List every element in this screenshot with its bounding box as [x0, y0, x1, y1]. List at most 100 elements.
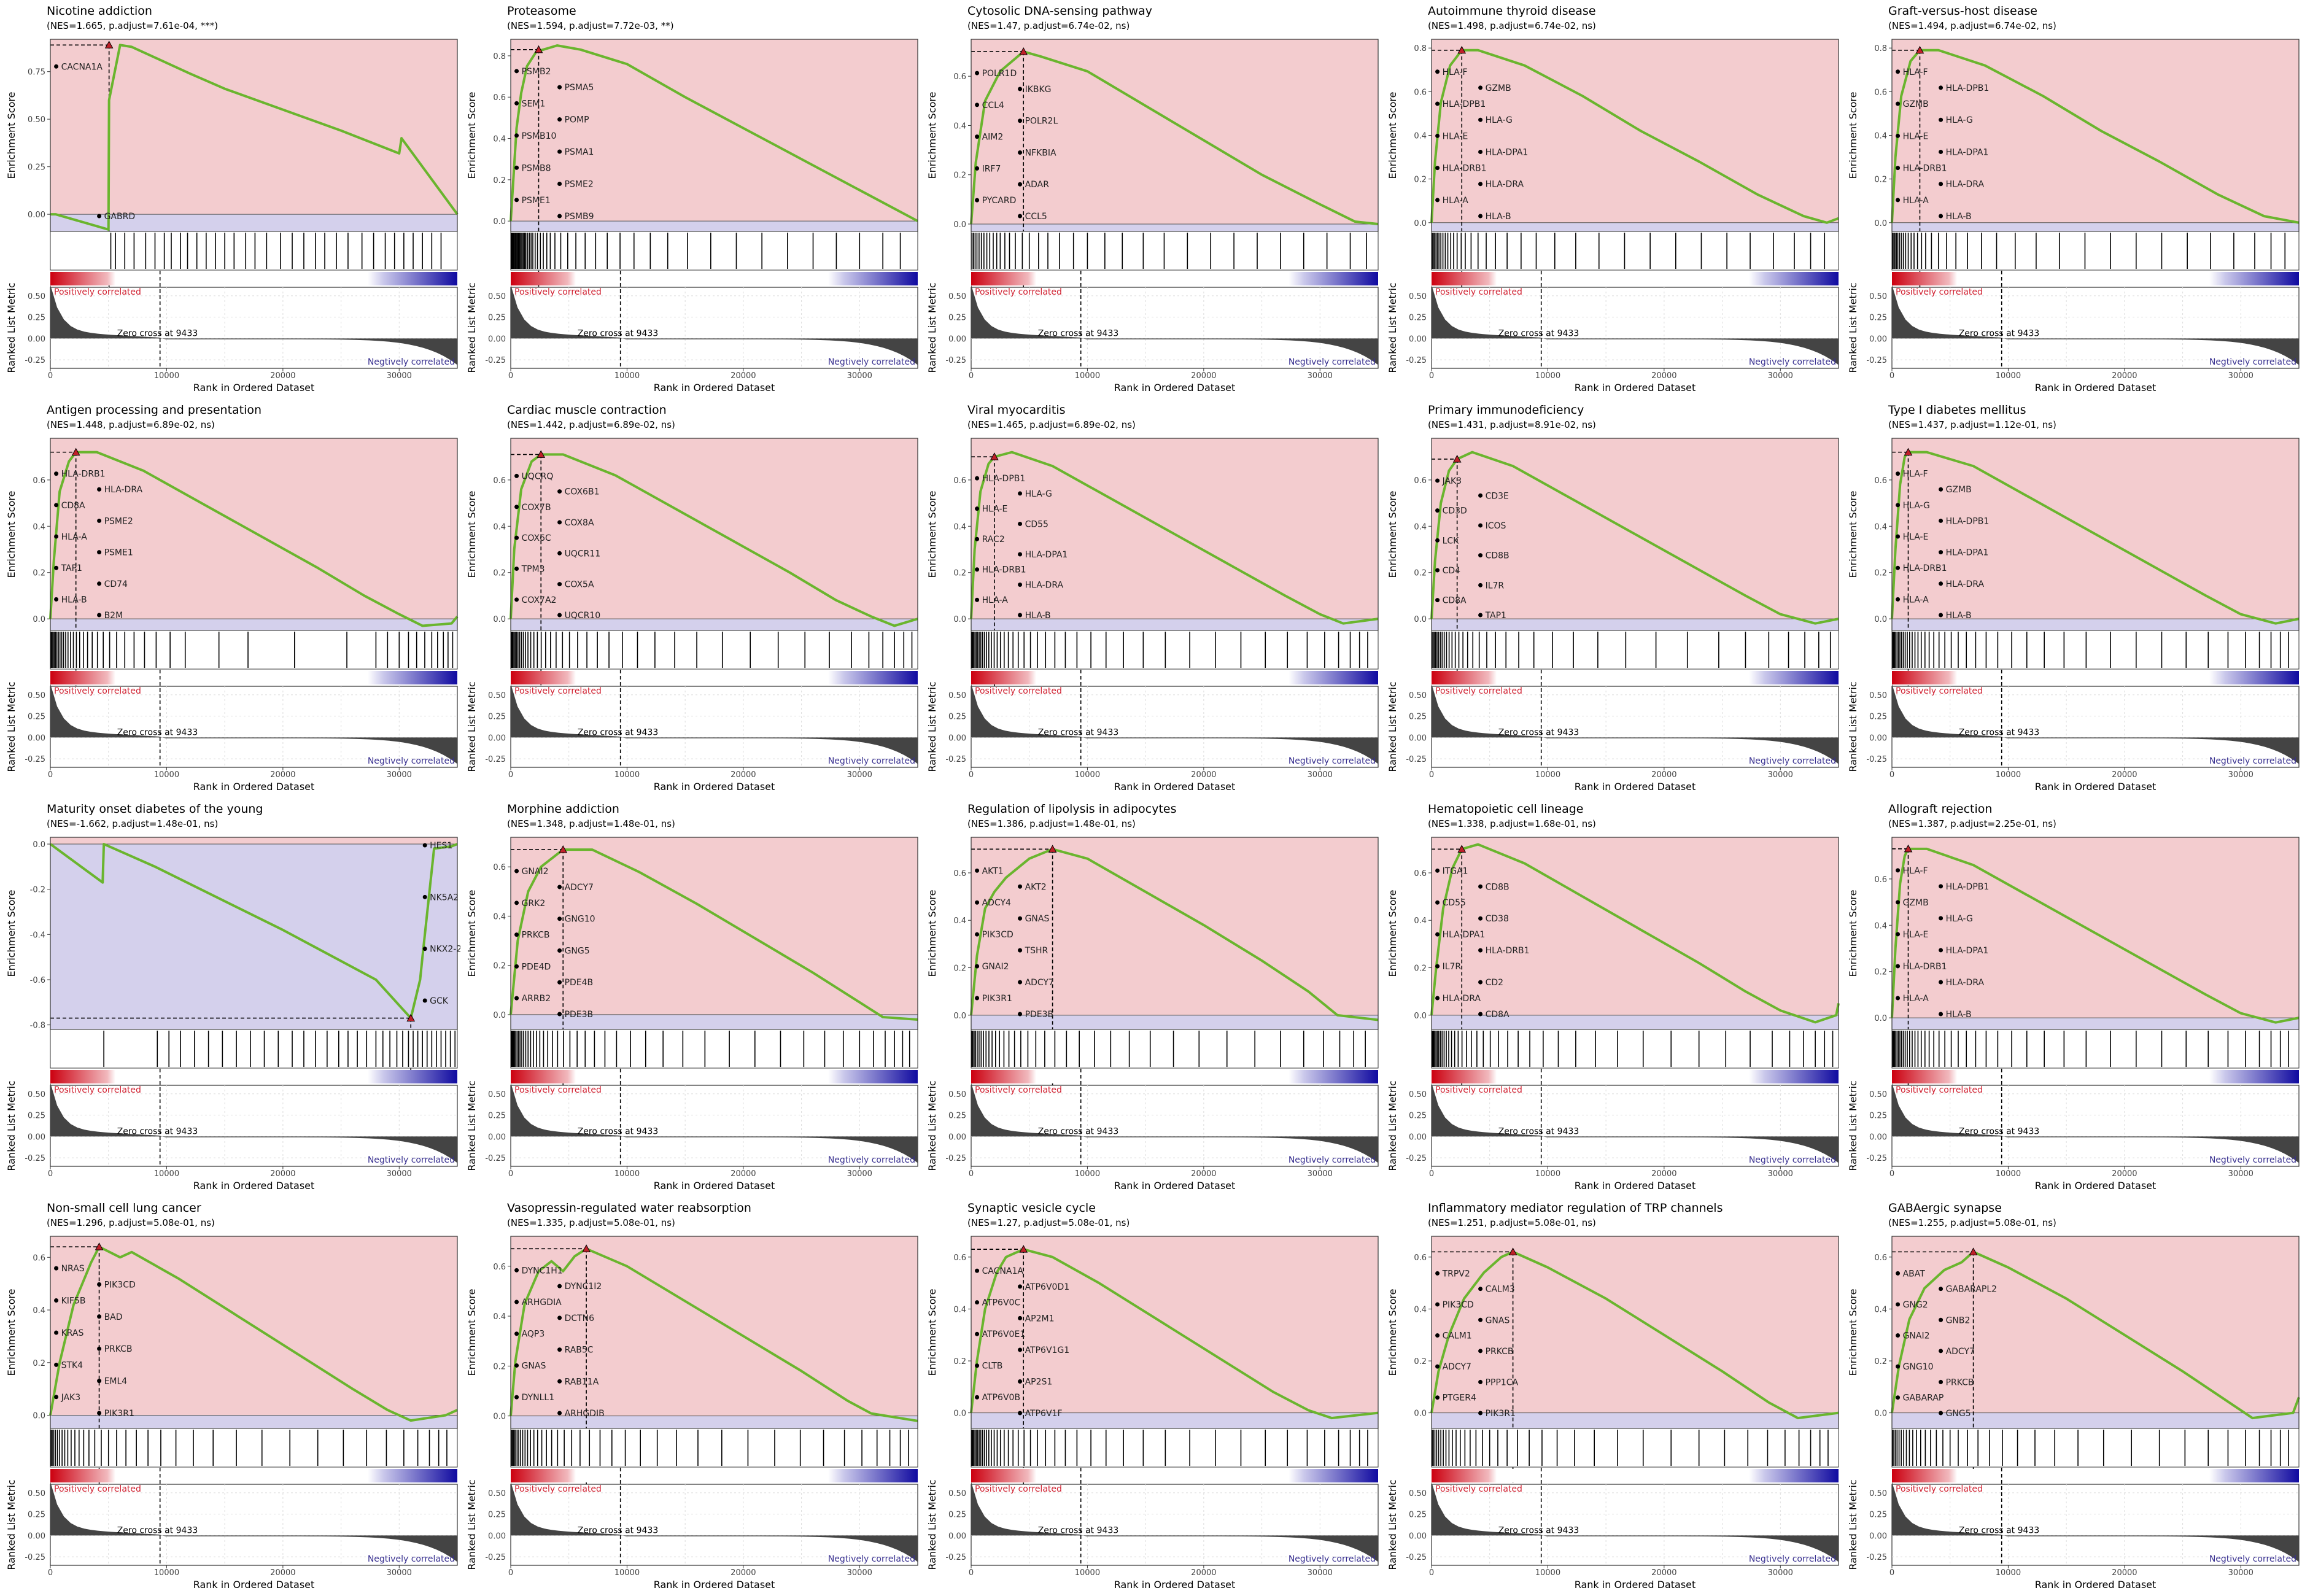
zero-cross-label: Zero cross at 9433	[1959, 1525, 2040, 1535]
gene-dot	[1896, 198, 1901, 203]
negatively-correlated-label: Negtively correlated	[1749, 357, 1836, 367]
gene-label: AQP3	[522, 1330, 545, 1339]
gene-dot	[1939, 149, 1944, 154]
gene-label: HES1	[430, 841, 452, 851]
rank-y-tick-label: 0.25	[1409, 1112, 1427, 1121]
gene-label: GNAI2	[522, 867, 549, 877]
gene-dot	[1478, 948, 1483, 953]
es-y-tick-label: 0.2	[953, 964, 966, 974]
x-tick-label: 10000	[154, 1568, 179, 1578]
gene-dot	[1478, 916, 1483, 921]
rank-gradient-strip	[971, 671, 1378, 684]
gene-label: ABAT	[1903, 1269, 1926, 1279]
gene-dot	[97, 1314, 102, 1319]
chart-subtitle: (NES=1.251, p.adjust=5.08e-01, ns)	[1428, 1217, 1596, 1228]
rank-frame	[1431, 686, 1839, 768]
zero-cross-label: Zero cross at 9433	[117, 1126, 198, 1136]
es-y-axis-label: Enrichment Score	[1387, 1289, 1398, 1376]
x-tick-label: 0	[1429, 1568, 1434, 1578]
chart-title: Regulation of lipolysis in adipocytes	[967, 802, 1177, 816]
es-y-tick-label: 0.0	[1414, 1409, 1427, 1419]
rank-gradient-strip	[1432, 1070, 1839, 1083]
gene-dot	[1896, 534, 1901, 539]
x-tick-label: 30000	[2228, 770, 2254, 780]
es-y-axis-label: Enrichment Score	[466, 92, 478, 179]
gsea-panel: Nicotine addiction (NES=1.665, p.adjust=7…	[0, 0, 460, 399]
es-y-tick-label: 0.00	[28, 211, 45, 220]
es-y-tick-label: 0.2	[1874, 569, 1887, 578]
gene-label: BAD	[104, 1312, 123, 1322]
es-y-tick-label: 0.0	[1874, 615, 1887, 624]
es-curve	[970, 1248, 1379, 1420]
gene-label: HLA-A	[1903, 595, 1929, 605]
x-tick-label: 10000	[1075, 1568, 1100, 1578]
x-tick-label: 20000	[2112, 770, 2137, 780]
x-tick-label: 30000	[1768, 1568, 1793, 1578]
es-y-tick-label: 0.6	[1874, 1253, 1887, 1263]
hit-barcode-frame	[510, 231, 918, 271]
x-tick-label: 10000	[614, 1568, 640, 1578]
es-y-axis-label: Enrichment Score	[1847, 491, 1859, 578]
gene-dot	[557, 1284, 562, 1288]
gene-label: HLA-DRA	[1946, 579, 1985, 589]
x-tick-label: 20000	[2112, 1169, 2137, 1179]
gene-dot	[1435, 1395, 1440, 1400]
rank-y-tick-label: 0.50	[1869, 292, 1887, 301]
positively-correlated-label: Positively correlated	[1896, 686, 1983, 696]
x-tick-label: 0	[969, 1169, 974, 1179]
chart-title: Primary immunodeficiency	[1428, 403, 1584, 417]
gene-label: ATP6V1G1	[1025, 1346, 1070, 1355]
gene-dot	[1896, 964, 1901, 969]
es-y-axis-label: Enrichment Score	[6, 92, 17, 179]
gene-label: PDE3B	[565, 1010, 594, 1020]
es-y-axis-label: Enrichment Score	[6, 890, 17, 977]
gene-label: JAK3	[1442, 476, 1462, 486]
es-y-tick-label: 0.0	[953, 1012, 966, 1021]
gene-label: PRKCB	[1486, 1347, 1514, 1357]
rank-y-tick-label: 0.00	[1869, 1532, 1887, 1541]
gene-dot	[1939, 581, 1944, 586]
es-y-tick-label: 0.0	[1414, 219, 1427, 228]
gsea-chart: Non-small cell lung cancer (NES=1.296, p.…	[6, 1201, 458, 1590]
gene-label: DYNC1I2	[565, 1282, 602, 1292]
rank-y-tick-label: 0.50	[1409, 292, 1427, 301]
gene-dot	[975, 1300, 980, 1305]
x-axis-label: Rank in Ordered Dataset	[193, 781, 315, 792]
x-tick-label: 30000	[2228, 1169, 2254, 1179]
positively-correlated-label: Positively correlated	[514, 686, 602, 696]
gene-label: ADCY7	[565, 883, 594, 893]
rank-frame	[50, 1484, 458, 1566]
gene-label: PDE4B	[565, 978, 594, 988]
gsea-panel: Primary immunodeficiency (NES=1.431, p.ad…	[1381, 399, 1842, 798]
gene-dot	[975, 134, 980, 139]
gsea-panel: Cytosolic DNA-sensing pathway (NES=1.47, …	[921, 0, 1381, 399]
gene-dot	[1018, 150, 1023, 155]
gene-label: CD8B	[1486, 551, 1509, 561]
gsea-panel: Maturity onset diabetes of the young (NES…	[0, 798, 460, 1197]
gene-label: HLA-DRB1	[1443, 164, 1487, 174]
es-y-tick-label: 0.6	[953, 72, 966, 82]
gsea-chart: Graft-versus-host disease (NES=1.494, p.a…	[1847, 4, 2300, 393]
peak-marker	[559, 845, 568, 853]
es-y-axis-label: Enrichment Score	[1387, 92, 1398, 179]
rank-y-tick-label: -0.25	[1866, 1553, 1887, 1562]
x-axis-label: Rank in Ordered Dataset	[1114, 1180, 1236, 1191]
gene-dot	[1896, 1271, 1901, 1276]
gene-dot	[1896, 900, 1901, 905]
peak-marker	[1508, 1247, 1517, 1255]
gene-dot	[975, 964, 980, 969]
gene-dot	[557, 1379, 562, 1384]
gene-dot	[1435, 598, 1440, 603]
es-curve	[49, 1245, 458, 1422]
gene-label: ADCY7	[1025, 978, 1054, 988]
es-y-axis-label: Enrichment Score	[6, 1289, 17, 1376]
gene-label: AP2S1	[1025, 1377, 1053, 1387]
gene-label: HLA-DRA	[1486, 180, 1524, 190]
positively-correlated-label: Positively correlated	[54, 1484, 141, 1494]
gene-label: ADCY7	[1946, 1347, 1975, 1357]
es-y-tick-label: 0.4	[1414, 522, 1427, 532]
x-tick-label: 20000	[1651, 371, 1676, 381]
gene-label: PIK3CD	[104, 1280, 136, 1290]
gene-dot	[514, 535, 519, 540]
